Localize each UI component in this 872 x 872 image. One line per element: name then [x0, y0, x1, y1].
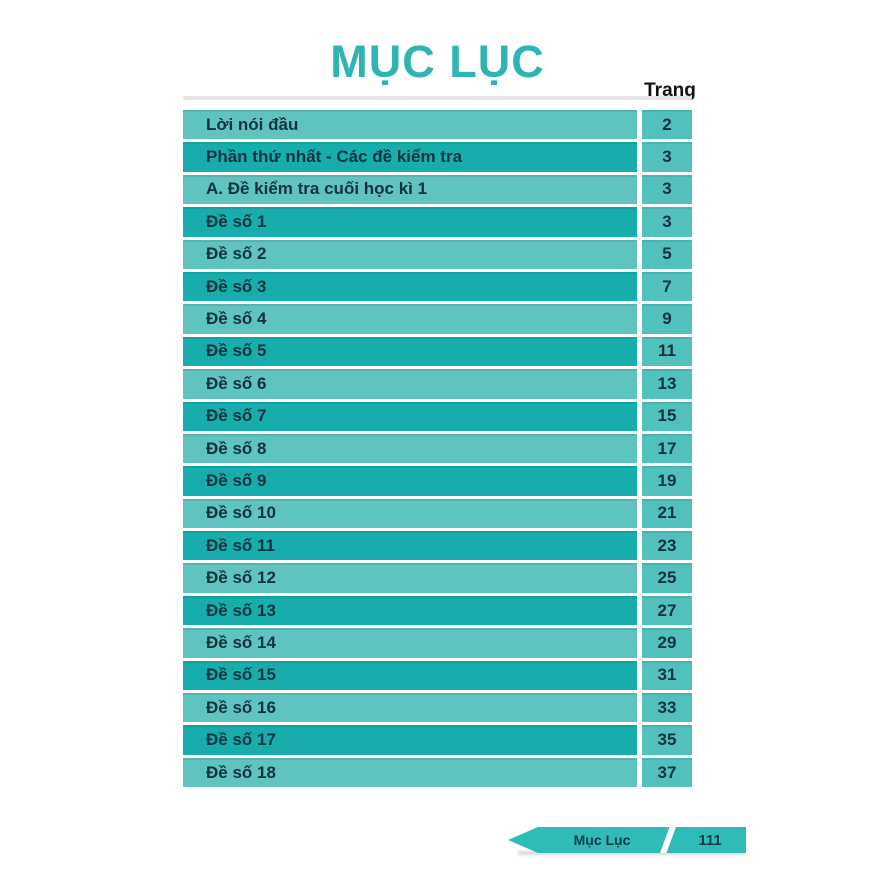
toc-row: Đề số 17 35 — [183, 725, 692, 755]
toc-entry-label: Đề số 1 — [183, 207, 637, 237]
toc-entry-label: Đề số 7 — [183, 401, 637, 431]
toc-entry-page-number: 7 — [642, 271, 692, 302]
toc-entry-label: Đề số 6 — [183, 369, 637, 399]
toc-entry-page-number: 3 — [642, 142, 692, 172]
toc-entry-label: Đề số 13 — [183, 595, 637, 626]
toc-entry-page-number: 3 — [642, 174, 692, 205]
toc-entry-label: Đề số 2 — [183, 239, 637, 269]
toc-entry-page-number: 31 — [642, 660, 692, 691]
toc-entry-label: Phần thứ nhất - Các đề kiểm tra — [183, 142, 637, 172]
toc-row: Lời nói đầu 2 — [183, 110, 692, 140]
page-number-column-header: Trang — [644, 80, 696, 101]
toc-row: A. Đề kiểm tra cuối học kì 1 3 — [183, 174, 692, 205]
toc-row: Đề số 14 29 — [183, 628, 692, 658]
toc-row: Đề số 6 13 — [183, 369, 692, 399]
page-title: MỤC LỤC — [330, 36, 545, 87]
toc-row: Đề số 4 9 — [183, 304, 692, 334]
toc-entry-page-number: 21 — [642, 498, 692, 529]
toc-row: Đề số 9 19 — [183, 466, 692, 496]
toc-entry-label: Đề số 16 — [183, 693, 637, 723]
toc-entry-label: Đề số 18 — [183, 757, 637, 788]
toc-entry-page-number: 15 — [642, 401, 692, 431]
toc-entry-page-number: 3 — [642, 207, 692, 237]
toc-row: Đề số 7 15 — [183, 401, 692, 431]
toc-row: Phần thứ nhất - Các đề kiểm tra 3 — [183, 142, 692, 172]
toc-entry-label: Lời nói đầu — [183, 110, 637, 140]
toc-entry-label: Đề số 15 — [183, 660, 637, 691]
toc-table: Lời nói đầu 2 Phần thứ nhất - Các đề kiể… — [183, 110, 692, 788]
toc-row: Đề số 12 25 — [183, 563, 692, 593]
footer-page-number: 111 — [698, 831, 722, 849]
toc-entry-label: Đề số 9 — [183, 466, 637, 496]
toc-entry-label: Đề số 3 — [183, 271, 637, 302]
toc-row: Đề số 15 31 — [183, 660, 692, 691]
toc-entry-label: A. Đề kiểm tra cuối học kì 1 — [183, 174, 637, 205]
toc-row: Đề số 16 33 — [183, 693, 692, 723]
toc-entry-label: Đề số 10 — [183, 498, 637, 529]
toc-entry-page-number: 35 — [642, 725, 692, 755]
toc-entry-label: Đề số 14 — [183, 628, 637, 658]
toc-row: Đề số 11 23 — [183, 531, 692, 561]
toc-entry-page-number: 5 — [642, 239, 692, 269]
toc-entry-page-number: 19 — [642, 466, 692, 496]
toc-entry-page-number: 13 — [642, 369, 692, 399]
footer-ribbon-shadow — [518, 851, 744, 855]
toc-row: Đề số 8 17 — [183, 433, 692, 464]
toc-row: Đề số 13 27 — [183, 595, 692, 626]
footer-section-label: Mục Lục — [573, 832, 631, 848]
toc-entry-page-number: 25 — [642, 563, 692, 593]
toc-row: Đề số 2 5 — [183, 239, 692, 269]
toc-entry-label: Đề số 5 — [183, 336, 637, 367]
toc-entry-page-number: 23 — [642, 531, 692, 561]
toc-entry-page-number: 27 — [642, 595, 692, 626]
toc-row: Đề số 10 21 — [183, 498, 692, 529]
toc-entry-page-number: 37 — [642, 757, 692, 788]
toc-row: Đề số 1 3 — [183, 207, 692, 237]
toc-entry-page-number: 2 — [642, 110, 692, 140]
toc-entry-label: Đề số 11 — [183, 531, 637, 561]
table-top-rule — [183, 96, 692, 100]
toc-entry-page-number: 33 — [642, 693, 692, 723]
toc-row: Đề số 5 11 — [183, 336, 692, 367]
toc-entry-page-number: 17 — [642, 433, 692, 464]
toc-row: Đề số 18 37 — [183, 757, 692, 788]
footer-ribbon: Mục Lục 111 — [508, 827, 746, 853]
toc-entry-label: Đề số 8 — [183, 433, 637, 464]
toc-entry-page-number: 9 — [642, 304, 692, 334]
toc-entry-page-number: 11 — [642, 336, 692, 367]
toc-entry-label: Đề số 17 — [183, 725, 637, 755]
toc-row: Đề số 3 7 — [183, 271, 692, 302]
toc-entry-page-number: 29 — [642, 628, 692, 658]
toc-entry-label: Đề số 4 — [183, 304, 637, 334]
toc-entry-label: Đề số 12 — [183, 563, 637, 593]
